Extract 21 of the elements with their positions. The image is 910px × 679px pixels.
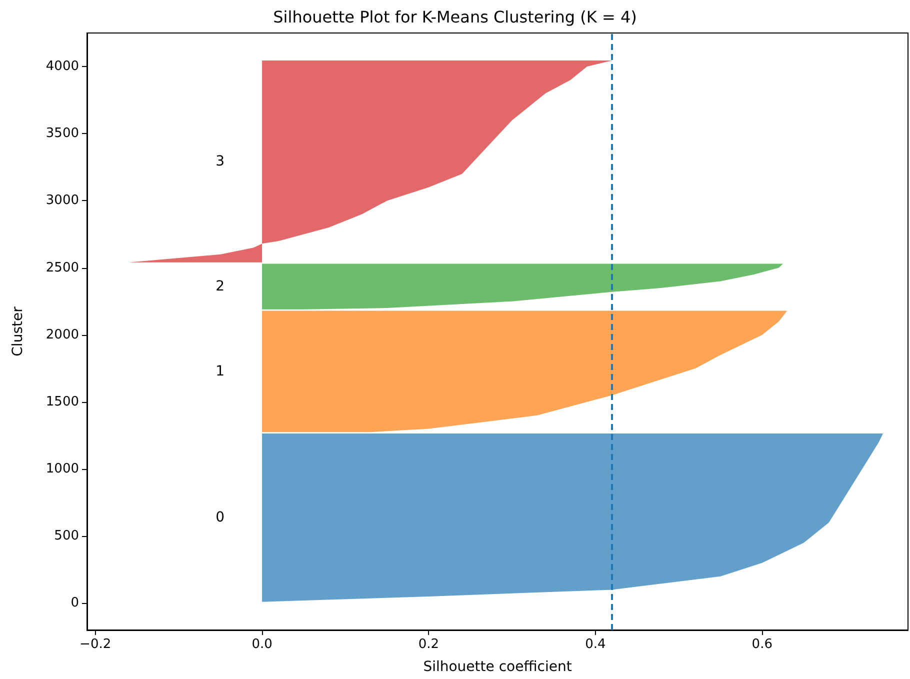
annotation: 3 (216, 153, 224, 170)
x-tick-label: 0.0 (252, 637, 272, 652)
y-tick-label: 0 (70, 596, 79, 611)
x-tick-label: 0.2 (418, 637, 440, 652)
x-tick-label: 0.6 (752, 637, 772, 652)
y-tick-label: 3500 (46, 126, 79, 142)
y-tick-label: 1000 (46, 462, 79, 477)
x-axis-title: Silhouette coefficient (423, 659, 572, 675)
annotation: 2 (216, 278, 224, 295)
y-tick-label: 1500 (46, 394, 79, 410)
y-tick-label: 2500 (46, 260, 79, 276)
annotation: 0 (216, 510, 224, 526)
y-tick-label: 4000 (46, 59, 79, 74)
y-tick-label: 3000 (46, 193, 79, 208)
annotation: 1 (216, 363, 224, 380)
y-tick-label: 500 (54, 528, 79, 544)
y-axis-title: Cluster (10, 306, 26, 356)
x-tick-label: −0.2 (80, 637, 112, 652)
y-tick-label: 2000 (46, 327, 79, 342)
chart-title: Silhouette Plot for K-Means Clustering (K = 4) (273, 8, 637, 26)
x-tick-label: 0.4 (585, 637, 606, 652)
